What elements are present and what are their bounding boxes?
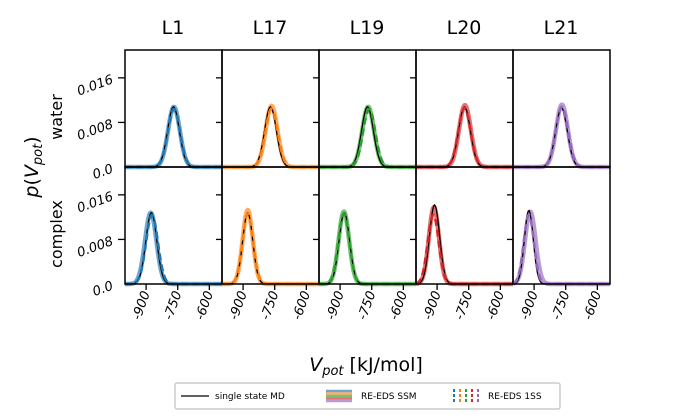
x-tick-label: -750	[161, 289, 185, 322]
y-tick-label: 0.016	[75, 190, 115, 217]
panel-water-L19	[313, 49, 418, 170]
ssm-curve-complex-L21	[511, 209, 612, 287]
ssm-curve-complex-L17	[220, 207, 321, 287]
column-title-L1: L1	[162, 17, 185, 39]
panel-complex-L19	[313, 166, 418, 290]
column-title-L21: L21	[544, 17, 579, 39]
oss-curve-complex-L20	[415, 213, 513, 286]
x-tick-label: -750	[452, 289, 476, 322]
y-axis-label: p(Vpot)	[21, 136, 46, 198]
x-tick-label: -600	[290, 289, 314, 322]
panel-complex-L1	[118, 166, 224, 290]
y-tick-label: 0.008	[75, 234, 115, 261]
legend-oss-label: RE-EDS 1SS	[488, 392, 542, 402]
oss-curve-water-L20	[416, 106, 513, 169]
x-tick-label: -750	[549, 289, 573, 322]
x-tick-label: -600	[387, 289, 411, 322]
column-titles: L1 L17 L19 L20 L21	[162, 17, 579, 39]
x-tick-label: -600	[581, 289, 605, 322]
y-tick-labels: 0.0 0.008 0.016 0.0 0.008 0.016	[75, 73, 115, 300]
y-tick-label: 0.0	[91, 162, 116, 183]
legend-frame	[174, 382, 561, 410]
row-label-complex: complex	[47, 200, 66, 268]
column-title-L20: L20	[447, 17, 482, 39]
x-tick-labels: -900 -750 -600 -900 -750 -600 -900 -750 -600 -900…	[130, 289, 605, 322]
column-title-L19: L19	[350, 17, 385, 39]
panel-water-L17	[216, 49, 321, 170]
md-curve-water-L21	[513, 107, 610, 168]
ssm-curve-water-L21	[511, 102, 612, 170]
y-tick-label: 0.008	[75, 117, 115, 144]
panel-complex-L17	[216, 166, 321, 290]
row-label-water: water	[47, 94, 66, 140]
panel-water-L21	[507, 49, 612, 170]
panel-water-L20	[410, 49, 515, 170]
panel-complex-L21	[507, 166, 612, 290]
legend-oss-swatch	[453, 389, 479, 404]
oss-curve-water-L17	[222, 107, 319, 169]
x-tick-label: -600	[193, 289, 217, 322]
panel-frame	[512, 166, 611, 285]
oss-curve-water-L21	[513, 105, 610, 169]
md-curve-water-L19	[319, 106, 416, 168]
x-axis-label: Vpot [kJ/mol]	[309, 354, 423, 379]
oss-curve-water-L1	[125, 107, 222, 169]
x-tick-label: -900	[518, 289, 542, 322]
oss-curve-water-L19	[319, 107, 416, 169]
legend-ssm-label: RE-EDS SSM	[361, 392, 417, 402]
x-tick-label: -900	[421, 289, 445, 322]
panel-frame	[221, 166, 320, 285]
md-curve-water-L1	[125, 106, 222, 168]
x-tick-label: -750	[258, 289, 282, 322]
legend: single state MD RE-EDS SSM RE-EDS 1SS	[174, 382, 561, 410]
oss-curve-complex-L17	[222, 212, 319, 286]
legend-md-label: single state MD	[215, 392, 285, 402]
md-curve-water-L17	[222, 106, 319, 168]
md-curve-complex-L19	[319, 211, 416, 285]
ssm-curve-water-L19	[317, 104, 418, 170]
ssm-curve-water-L1	[123, 104, 224, 170]
ssm-curve-water-L20	[414, 103, 515, 170]
x-tick-label: -600	[484, 289, 508, 322]
ssm-curve-water-L17	[220, 103, 321, 170]
x-tick-label: -900	[130, 289, 154, 322]
x-tick-label: -900	[324, 289, 348, 322]
ssm-curve-complex-L1	[123, 210, 224, 287]
y-tick-label: 0.016	[75, 73, 115, 100]
column-title-L17: L17	[253, 17, 288, 39]
x-tick-label: -750	[355, 289, 379, 322]
md-curve-water-L20	[416, 106, 513, 168]
panel-complex-L20	[410, 166, 515, 290]
legend-ssm-swatch	[326, 389, 352, 403]
x-tick-label: -900	[227, 289, 251, 322]
y-tick-label: 0.0	[91, 279, 116, 300]
panel-grid	[118, 49, 612, 290]
panel-water-L1	[118, 49, 224, 170]
row-labels: water complex	[47, 94, 66, 268]
